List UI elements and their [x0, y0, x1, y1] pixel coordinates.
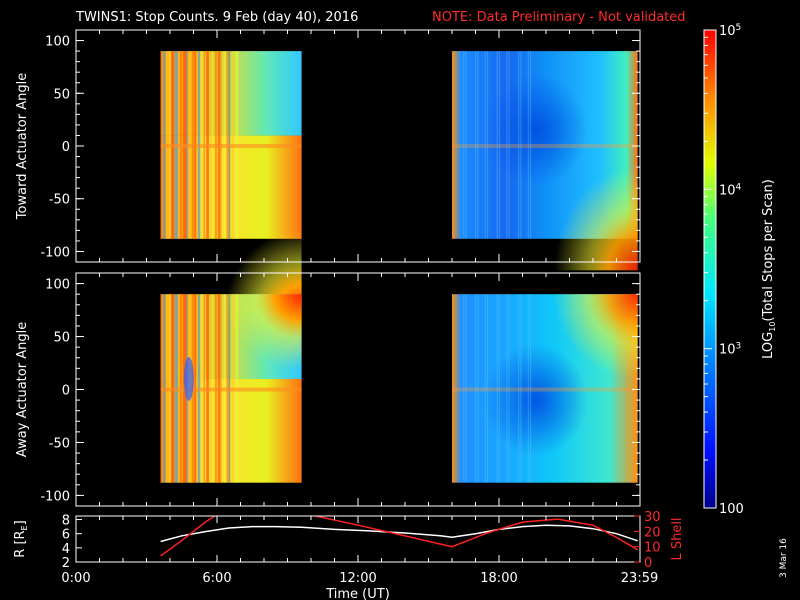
- heat-streak: [496, 294, 498, 483]
- colorbar-tick-label: 100: [719, 502, 744, 517]
- away-data-block-0: [160, 294, 302, 483]
- y-tick-right-label: 0: [644, 556, 652, 571]
- date-stamp: 3 Mar 16: [779, 538, 789, 578]
- heat-streak: [477, 294, 479, 483]
- heat-streak: [465, 294, 467, 483]
- l-shell-axis-label: L Shell: [670, 517, 685, 560]
- heat-streak: [486, 51, 489, 239]
- r-axis-label-main: R [R: [13, 530, 28, 557]
- r-axis-label-sub: E: [20, 525, 29, 530]
- heat-corner: [554, 294, 638, 380]
- colorbar-tick-exp: 5: [736, 23, 742, 33]
- y-tick-left-label: 6: [62, 528, 70, 543]
- r-axis-label: R [RE]: [13, 520, 29, 557]
- away-data-block-1: [452, 294, 638, 483]
- heat-band: [452, 387, 638, 392]
- heat-band: [452, 144, 638, 148]
- heat-blob: [183, 356, 194, 401]
- heat-blob: [483, 73, 588, 187]
- y-tick-label: 100: [45, 278, 70, 293]
- colorbar-tick-label: 103: [719, 342, 741, 358]
- colorbar-label: LOG10(Total Stops per Scan): [761, 179, 777, 359]
- l-shell-line-1: [160, 515, 216, 557]
- x-tick-label: 23:59: [621, 571, 658, 586]
- heat-streak: [518, 51, 520, 239]
- heat-band: [160, 144, 302, 148]
- colorbar-tick-exp: 3: [736, 342, 742, 352]
- y-tick-label: -100: [40, 245, 70, 260]
- colorbar-tick-base: 10: [719, 183, 736, 198]
- l-shell-line-2: [315, 515, 638, 551]
- colorbar-tick-base: 10: [719, 24, 736, 39]
- y-tick-label: 100: [45, 35, 70, 50]
- heat-streak: [465, 51, 467, 239]
- heat-streak: [477, 51, 479, 239]
- heat-streak: [506, 294, 508, 483]
- heat-corner: [554, 167, 638, 271]
- heat-streak: [527, 51, 529, 239]
- heat-streak: [508, 51, 510, 239]
- chart-title: TWINS1: Stop Counts. 9 Feb (day 40), 201…: [75, 10, 358, 25]
- y-tick-label: -100: [40, 489, 70, 504]
- heat-streak: [463, 51, 465, 239]
- y-tick-right-label: 20: [644, 525, 661, 540]
- heat-streak: [486, 294, 489, 483]
- heat-streak: [484, 294, 486, 483]
- toward-data-block-0: [160, 51, 302, 315]
- x-axis-label: Time (UT): [325, 587, 390, 600]
- heat-streak: [463, 294, 465, 483]
- colorbar-label-sub: 10: [768, 322, 777, 332]
- heat-band: [160, 387, 302, 392]
- y-tick-left-label: 8: [62, 514, 70, 529]
- away-actuator-panel: 100 50 0 -50 -100 Away Actuator Angle: [15, 272, 641, 507]
- y-tick-label: -50: [49, 436, 70, 451]
- toward-actuator-panel: 100 50 0 -50 -100 Toward Actuator Angle: [15, 29, 641, 315]
- y-tick-left-label: 2: [62, 556, 70, 571]
- y-tick-label: 50: [53, 331, 70, 346]
- heat-streak: [529, 51, 532, 239]
- heat-streak: [475, 294, 477, 483]
- heat-streak: [506, 51, 508, 239]
- colorbar-scale: [704, 30, 716, 508]
- colorbar-tick-label: 104: [719, 182, 742, 198]
- heat-streak: [496, 51, 498, 239]
- heat-streak: [498, 294, 500, 483]
- y-tick-label: 0: [62, 384, 70, 399]
- preliminary-note: NOTE: Data Preliminary - Not validated: [432, 10, 686, 25]
- y-tick-right-label: 10: [644, 541, 661, 556]
- heat-streak: [484, 51, 486, 239]
- heat-corner: [224, 294, 302, 370]
- toward-data-block-1: [452, 51, 638, 271]
- y-axis-label: Away Actuator Angle: [15, 322, 30, 457]
- colorbar-label-main: LOG: [761, 332, 776, 359]
- y-tick-label: 50: [53, 87, 70, 102]
- heat-streak: [520, 51, 522, 239]
- x-tick-label: 12:00: [339, 571, 376, 586]
- heat-streak: [498, 51, 500, 239]
- heat-streak: [529, 294, 532, 483]
- colorbar-tick-base: 100: [719, 502, 744, 517]
- r-axis-label-tail: ]: [13, 520, 28, 525]
- r-distance-line: [160, 524, 638, 543]
- y-tick-label: -50: [49, 193, 70, 208]
- colorbar-tick-label: 105: [719, 23, 741, 39]
- heat-streak: [508, 294, 510, 483]
- heat-streak: [520, 294, 522, 483]
- y-axis-label: Toward Actuator Angle: [15, 73, 30, 220]
- heat-streak: [475, 51, 477, 239]
- heat-streak: [527, 294, 529, 483]
- colorbar-tick-base: 10: [719, 343, 736, 358]
- y-tick-left-label: 4: [62, 542, 70, 557]
- x-tick-label: 18:00: [480, 571, 517, 586]
- x-tick-label: 0:00: [61, 571, 90, 586]
- heat-streak: [518, 294, 520, 483]
- x-tick-label: 6:00: [202, 571, 231, 586]
- y-tick-right-label: 30: [644, 510, 661, 525]
- y-tick-label: 0: [62, 140, 70, 155]
- colorbar-label-tail: (Total Stops per Scan): [761, 179, 776, 321]
- colorbar-tick-exp: 4: [736, 182, 742, 192]
